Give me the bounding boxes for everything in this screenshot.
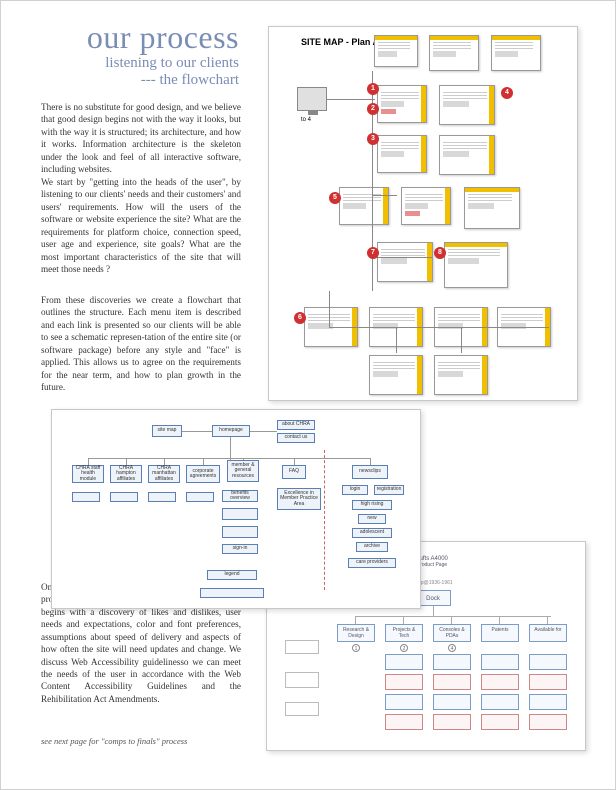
flow2-stack-box (385, 694, 423, 710)
flow2-number-badge: 2 (400, 644, 408, 652)
flow1-box: login (342, 485, 368, 495)
sitemap-thumb (401, 187, 451, 225)
sitemap-connector (372, 257, 432, 258)
flow2-stack-box (385, 714, 423, 730)
flow2-stack-box (529, 674, 567, 690)
sitemap-title: SITE MAP - Plan A (301, 37, 379, 47)
flow2-stack-box (433, 654, 471, 670)
flow1-box (110, 492, 138, 502)
sitemap-thumb (377, 242, 433, 282)
subtitle-line-2: --- the flowchart (29, 72, 239, 89)
flow1-box: high rising (352, 500, 392, 510)
sitemap-connector (461, 327, 462, 353)
sitemap-thumb (434, 355, 488, 395)
flow2-stack-box (481, 694, 519, 710)
flow1-box: benefits overview (222, 490, 258, 502)
flow1-box: sign-in (222, 544, 258, 554)
flow2-col-header: Research & Design (337, 624, 375, 642)
flow2-left-box (285, 672, 319, 688)
flow1-box: legend (207, 570, 257, 580)
sitemap-thumb (464, 187, 520, 229)
flow2-stack-box (481, 654, 519, 670)
sitemap-thumb (339, 187, 389, 225)
flow1-box: care providers (348, 558, 396, 568)
flow2-col-header: Available for (529, 624, 567, 642)
intro-paragraph-3: From these discoveries we create a flowc… (41, 294, 241, 393)
flow1-box: CHRA manhattan affiliates (148, 465, 180, 483)
sitemap-thumb (377, 85, 427, 123)
flow2-number-badge: 4 (448, 644, 456, 652)
flow1-box: adolescent (352, 528, 392, 538)
flow1-box: homepage (212, 425, 250, 437)
flow1-divider (324, 450, 325, 590)
sitemap-thumb (377, 135, 427, 173)
flow2-number-badge: 1 (352, 644, 360, 652)
intro-paragraph-2: We start by "getting into the heads of t… (41, 176, 241, 275)
flow1-box: contact us (277, 433, 315, 443)
flow2-stack-box (385, 674, 423, 690)
sitemap-panel: SITE MAP - Plan A to 4 1 2 3 5 7 8 6 4 (268, 26, 578, 401)
sitemap-connector (372, 195, 397, 196)
sitemap-thumb (444, 242, 508, 288)
subtitle-line-1: listening to our clients (29, 55, 239, 72)
flow1-box: new (358, 514, 386, 524)
flow1-box: archive (356, 542, 388, 552)
flow1-box: CHRA staff health module (72, 465, 104, 483)
flow1-box: member & general resources (227, 460, 259, 482)
flow1-box (200, 588, 264, 598)
page-title: our process (29, 21, 239, 53)
flow1-box (222, 508, 258, 520)
flow2-col-header: Consoles & PDAs (433, 624, 471, 642)
page: our process listening to our clients ---… (1, 1, 615, 789)
flow2-stack-box (529, 654, 567, 670)
flow2-stack-box (385, 654, 423, 670)
flow2-col-header: Projects & Tech (385, 624, 423, 642)
flow1-box: registration (374, 485, 404, 495)
sitemap-badge: 2 (367, 103, 379, 115)
flow2-stack-box (433, 714, 471, 730)
sitemap-connector (327, 99, 375, 100)
sitemap-thumb (439, 135, 495, 175)
sitemap-thumb (429, 35, 479, 71)
flow2-stack-box (529, 694, 567, 710)
sitemap-connector (329, 291, 330, 327)
sitemap-badge: 5 (329, 192, 341, 204)
flow1-box (222, 526, 258, 538)
flow2-col-header: Patents (481, 624, 519, 642)
flow2-stack-box (481, 674, 519, 690)
sitemap-badge: 1 (367, 83, 379, 95)
sitemap-badge: 6 (294, 312, 306, 324)
sitemap-badge: 7 (367, 247, 379, 259)
flow2-stack-box (481, 714, 519, 730)
sitemap-thumb (491, 35, 541, 71)
sitemap-thumb (439, 85, 495, 125)
sitemap-badge: 4 (501, 87, 513, 99)
monitor-icon (297, 87, 327, 111)
flow1-box: CHRA hampton affiliates (110, 465, 142, 483)
sitemap-badge: 3 (367, 133, 379, 145)
flow1-box: corporate agreements (186, 465, 220, 483)
footnote: see next page for "comps to finals" proc… (41, 736, 187, 746)
flow1-box (72, 492, 100, 502)
flow1-box: site map (152, 425, 182, 437)
flow1-box (186, 492, 214, 502)
sitemap-thumb (369, 355, 423, 395)
flow2-stack-box (529, 714, 567, 730)
flow2-left-box (285, 702, 319, 716)
flow1-box: newsclips (352, 465, 388, 479)
flow2-left-box (285, 640, 319, 654)
sitemap-thumb (374, 35, 418, 67)
flow1-box: FAQ (282, 465, 306, 479)
flow1-box (148, 492, 176, 502)
sitemap-badge: 8 (434, 247, 446, 259)
flow2-stack-box (433, 694, 471, 710)
flow2-stack-box (433, 674, 471, 690)
sitemap-connector (329, 327, 549, 328)
intro-paragraph-1: There is no substitute for good design, … (41, 101, 241, 176)
flowchart-panel-1: site map homepage about CHRA contact us CHRA… (51, 409, 421, 609)
flow1-box: Excellence in Member Practice Area (277, 488, 321, 510)
flow1-box: about CHRA (277, 420, 315, 430)
monitor-label: to 4 (301, 117, 311, 123)
sitemap-connector (396, 327, 397, 353)
